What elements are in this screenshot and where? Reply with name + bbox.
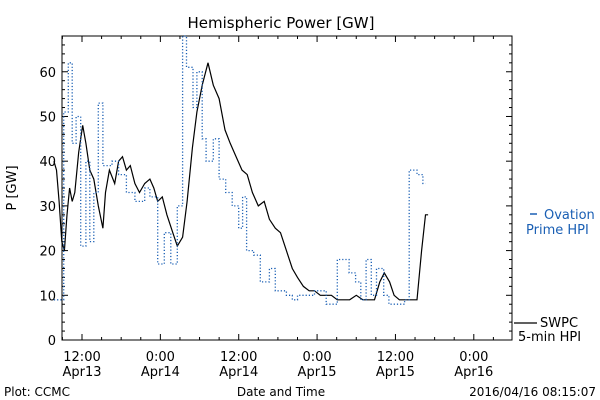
ovation-prime-line xyxy=(53,35,426,305)
legend-swpc-label-2: 5-min HPI xyxy=(518,330,581,345)
y-axis-label: P [GW] xyxy=(5,165,20,210)
plot-frame xyxy=(61,35,513,341)
y-tick-label: 0 xyxy=(48,334,56,349)
x-tick-date: Apr14 xyxy=(141,365,180,380)
chart-title: Hemispheric Power [GW] xyxy=(188,14,375,32)
x-tick-label: 12:00 xyxy=(377,350,414,365)
plot-border xyxy=(61,35,513,341)
x-tick-date: Apr16 xyxy=(454,365,493,380)
y-tick-label: 30 xyxy=(39,200,56,215)
legend-swpc-label-1: SWPC xyxy=(540,316,578,331)
x-tick-label: 0:00 xyxy=(146,350,175,365)
series-layer xyxy=(53,35,429,305)
y-tick-label: 60 xyxy=(39,66,56,81)
x-axis-label: Date and Time xyxy=(237,385,325,399)
x-tick-label: 0:00 xyxy=(459,350,488,365)
swpc-hpi-line xyxy=(53,62,429,301)
x-tick-date: Apr14 xyxy=(219,365,258,380)
y-tick-label: 20 xyxy=(39,245,56,260)
y-tick-label: 40 xyxy=(39,155,56,170)
x-tick-date: Apr15 xyxy=(376,365,415,380)
x-tick-label: 12:00 xyxy=(220,350,257,365)
y-tick-label: 50 xyxy=(39,110,56,125)
y-tick-label: 10 xyxy=(39,289,56,304)
x-tick-date: Apr15 xyxy=(298,365,337,380)
footer-timestamp: 2016/04/16 08:15:07 xyxy=(469,385,596,399)
x-tick-date: Apr13 xyxy=(62,365,101,380)
legend-ovation-label-2: Prime HPI xyxy=(526,223,589,238)
x-tick-label: 12:00 xyxy=(63,350,100,365)
y-axis: 0 10 20 30 40 50 60 xyxy=(39,35,512,349)
x-tick-label: 0:00 xyxy=(302,350,331,365)
footer-credit: Plot: CCMC xyxy=(4,385,70,399)
legend-ovation-label-1: Ovation xyxy=(544,208,595,223)
x-axis: 12:00Apr130:00Apr1412:00Apr140:00Apr1512… xyxy=(61,36,494,380)
